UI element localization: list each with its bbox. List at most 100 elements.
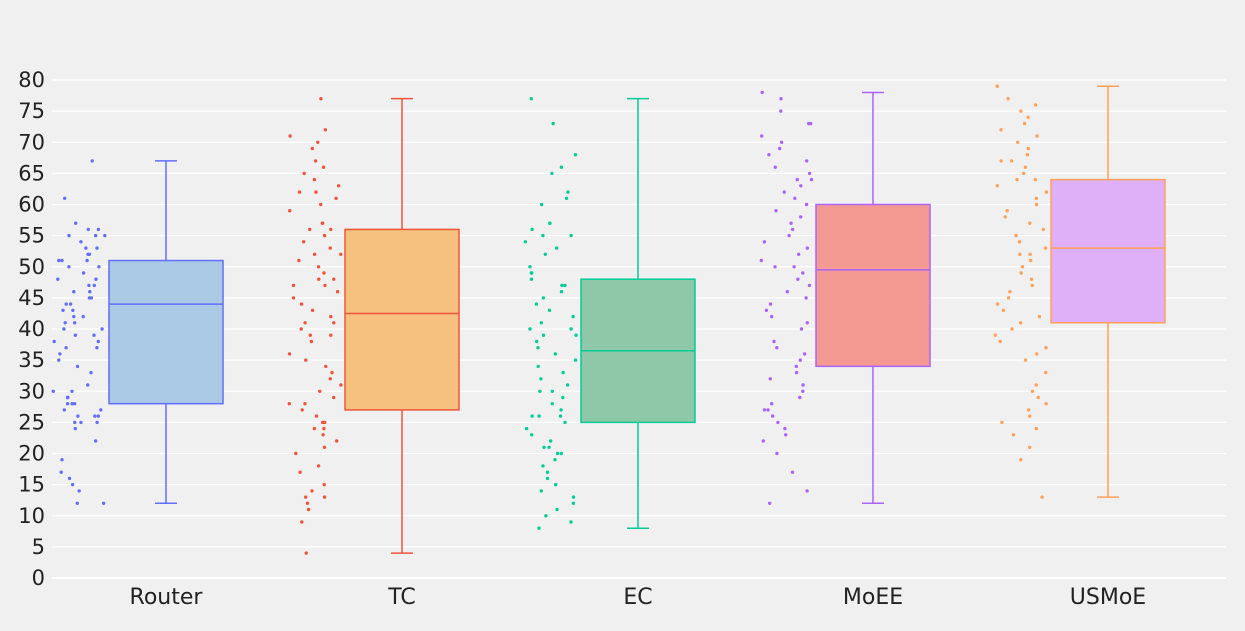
data-point — [328, 377, 332, 381]
data-point — [1034, 383, 1038, 387]
data-point — [1009, 159, 1014, 163]
x-tick-label-moee: MoEE — [843, 585, 903, 610]
data-point — [571, 314, 575, 319]
data-point — [559, 165, 564, 169]
data-point — [87, 283, 91, 288]
data-point — [760, 90, 764, 95]
data-point — [332, 321, 336, 325]
series-moee — [759, 90, 931, 505]
data-point — [321, 433, 325, 437]
data-point — [310, 308, 315, 312]
data-point — [762, 408, 767, 412]
data-point — [332, 277, 336, 281]
data-point — [1019, 109, 1023, 113]
data-point — [94, 277, 98, 281]
data-point — [1028, 445, 1032, 449]
data-point — [316, 464, 321, 468]
data-point — [68, 302, 73, 306]
data-point — [993, 333, 997, 337]
data-point — [309, 339, 314, 344]
data-point — [768, 501, 772, 505]
data-point — [530, 433, 534, 437]
iqr-box — [344, 228, 460, 411]
y-tick-label: 0 — [32, 566, 45, 590]
y-tick-label: 65 — [18, 161, 45, 185]
y-tick-label: 15 — [18, 473, 45, 497]
data-point — [768, 302, 773, 306]
data-point — [93, 414, 97, 418]
data-point — [771, 414, 775, 418]
data-point — [56, 277, 60, 281]
data-point — [772, 339, 776, 344]
data-point — [805, 159, 809, 163]
data-point — [319, 202, 323, 207]
data-point — [1005, 209, 1009, 213]
data-point — [799, 327, 804, 331]
data-point — [559, 408, 563, 412]
data-point — [62, 408, 66, 412]
y-tick-label: 40 — [18, 317, 45, 341]
data-point — [541, 296, 546, 300]
data-point — [551, 121, 555, 126]
data-point — [323, 128, 328, 132]
data-point — [759, 258, 763, 263]
data-point — [316, 140, 320, 144]
data-point — [569, 327, 573, 331]
data-point — [783, 426, 787, 431]
data-point — [1033, 177, 1038, 182]
data-point — [300, 520, 304, 524]
data-point — [63, 321, 67, 325]
data-point — [1040, 495, 1044, 499]
data-point — [541, 464, 545, 468]
data-point — [60, 458, 64, 462]
data-point — [547, 308, 552, 312]
series-usmoe — [993, 84, 1166, 499]
data-point — [323, 283, 327, 288]
data-point — [1006, 296, 1011, 300]
data-point — [809, 177, 814, 182]
data-point — [1029, 277, 1034, 281]
data-point — [798, 395, 802, 400]
data-point — [72, 290, 76, 294]
data-point — [313, 159, 318, 163]
y-tick-label: 35 — [18, 348, 45, 372]
y-tick-label: 5 — [32, 535, 45, 559]
data-point — [322, 271, 326, 275]
data-point — [555, 246, 559, 250]
data-point — [93, 233, 98, 238]
data-point — [778, 146, 782, 151]
data-point — [302, 240, 306, 244]
data-point — [770, 402, 774, 406]
data-point — [96, 339, 101, 344]
data-point — [773, 265, 777, 269]
data-point — [1019, 271, 1023, 275]
data-point — [537, 414, 541, 418]
data-point — [60, 258, 64, 263]
data-point — [70, 402, 74, 406]
x-tick-label-tc: TC — [387, 585, 416, 610]
data-point — [1020, 265, 1025, 269]
data-point — [1026, 146, 1031, 151]
data-point — [1023, 165, 1028, 169]
data-point — [322, 445, 327, 449]
y-tick-label: 10 — [18, 504, 45, 528]
data-point — [287, 402, 291, 406]
data-point — [67, 233, 71, 238]
data-point — [321, 165, 326, 169]
data-point — [329, 333, 333, 337]
data-point — [561, 395, 565, 400]
data-point — [73, 420, 77, 425]
data-point — [1036, 395, 1041, 400]
y-tick-label: 30 — [18, 379, 45, 403]
data-point — [762, 240, 767, 244]
data-point — [336, 184, 341, 188]
data-point — [64, 302, 68, 306]
data-point — [300, 408, 304, 412]
data-point — [804, 296, 808, 300]
data-point — [569, 520, 573, 524]
data-point — [314, 190, 318, 194]
data-point — [339, 383, 343, 387]
data-point — [1044, 346, 1048, 350]
data-point — [530, 414, 534, 418]
data-point — [807, 283, 812, 288]
